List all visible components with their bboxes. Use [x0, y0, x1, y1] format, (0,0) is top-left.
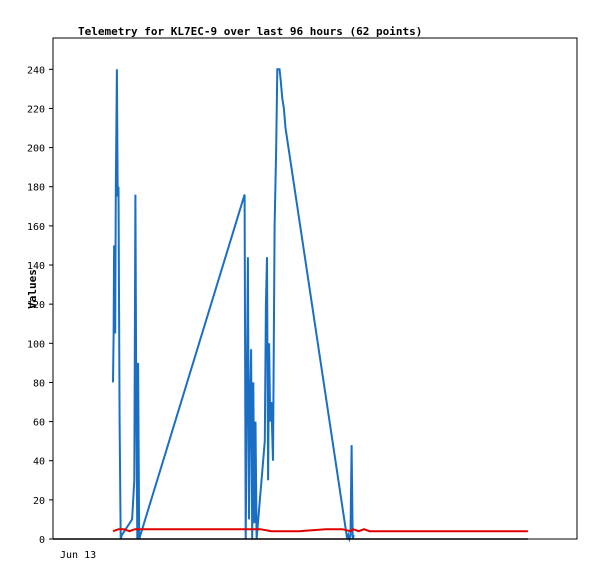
y-tick-label: 60: [33, 418, 45, 429]
chart-title: Telemetry for KL7EC-9 over last 96 hours…: [78, 25, 422, 38]
y-tick-label: 20: [33, 496, 45, 507]
y-tick-label: 220: [27, 104, 45, 115]
y-tick-label: 140: [27, 261, 45, 272]
y-tick-label: 200: [27, 144, 45, 155]
y-tick-label: 0: [39, 535, 45, 546]
y-tick-label: 80: [33, 378, 45, 389]
y-tick-label: 160: [27, 222, 45, 233]
x-axis: Jun 13: [60, 550, 96, 561]
y-tick-label: 40: [33, 457, 45, 468]
x-tick-label: Jun 13: [60, 550, 96, 561]
y-axis: 0 20 40 60 80 100 120 140 160 180 200 220 240: [27, 65, 53, 546]
series-line-1: [112, 68, 355, 543]
y-tick-label: 180: [27, 183, 45, 194]
series-layer: [53, 68, 528, 543]
series-line-2: [112, 528, 528, 533]
y-tick-label: 120: [27, 300, 45, 311]
y-tick-label: 240: [27, 65, 45, 76]
y-tick-label: 100: [27, 339, 45, 350]
y-axis-label: Values: [26, 269, 39, 309]
